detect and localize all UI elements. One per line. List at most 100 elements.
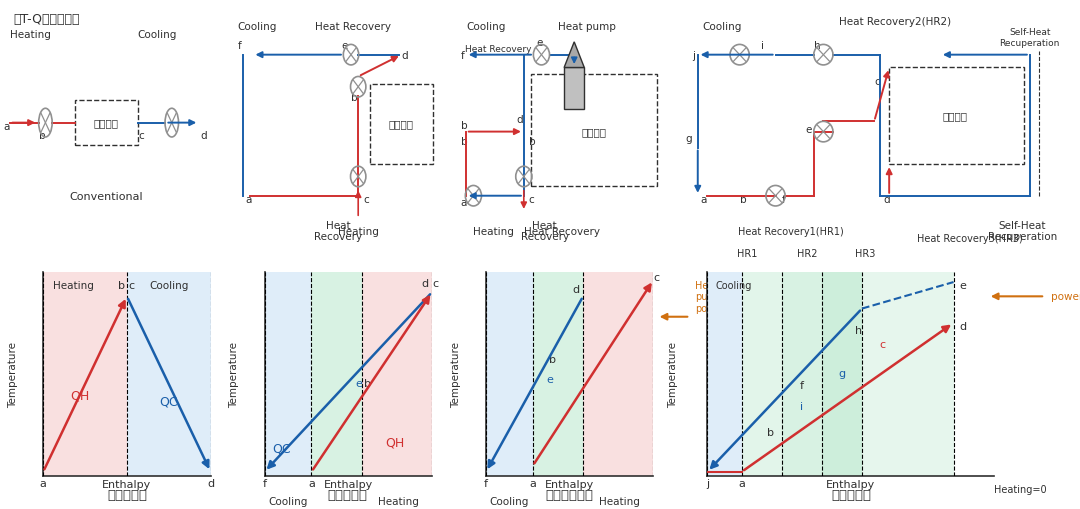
Text: 熱回収あり: 熱回収あり bbox=[327, 488, 368, 501]
Text: Heating: Heating bbox=[473, 227, 514, 237]
Text: d: d bbox=[572, 285, 580, 295]
Text: Cooling: Cooling bbox=[137, 31, 177, 40]
Text: HR3: HR3 bbox=[854, 248, 875, 258]
Text: b: b bbox=[461, 121, 468, 131]
Text: c: c bbox=[874, 76, 880, 87]
Text: g: g bbox=[686, 134, 692, 144]
Text: HR1: HR1 bbox=[738, 248, 758, 258]
Text: f: f bbox=[484, 478, 488, 488]
Text: a: a bbox=[3, 122, 10, 132]
Text: e: e bbox=[341, 41, 348, 51]
Text: QH: QH bbox=[70, 388, 90, 402]
Bar bbox=[889, 68, 1024, 164]
Text: h: h bbox=[855, 325, 862, 335]
Text: Heat Recovery3(HR3): Heat Recovery3(HR3) bbox=[917, 233, 1023, 243]
Text: b: b bbox=[461, 137, 468, 147]
Text: a: a bbox=[40, 478, 46, 488]
Text: Heat Recovery: Heat Recovery bbox=[524, 227, 599, 237]
Text: b: b bbox=[550, 354, 556, 364]
Text: d: d bbox=[207, 478, 214, 488]
Bar bbox=[532, 272, 583, 476]
X-axis label: Enthalpy: Enthalpy bbox=[545, 478, 594, 489]
Text: power: power bbox=[1051, 292, 1080, 302]
Bar bbox=[531, 75, 658, 187]
Text: Cooling: Cooling bbox=[149, 280, 188, 291]
Text: Cooling: Cooling bbox=[238, 22, 278, 32]
Text: a: a bbox=[529, 478, 537, 488]
Text: c: c bbox=[529, 195, 535, 205]
Bar bbox=[311, 272, 362, 476]
Text: Heat Recovery: Heat Recovery bbox=[315, 22, 391, 32]
Text: Heat Recovery: Heat Recovery bbox=[465, 45, 531, 54]
Text: b: b bbox=[364, 378, 372, 388]
X-axis label: Enthalpy: Enthalpy bbox=[324, 478, 373, 489]
Text: b: b bbox=[351, 92, 357, 102]
Bar bbox=[265, 272, 311, 476]
Bar bbox=[75, 101, 138, 146]
Text: c: c bbox=[432, 278, 438, 289]
Text: Cooling: Cooling bbox=[467, 22, 505, 32]
Text: a: a bbox=[739, 478, 745, 488]
Text: d: d bbox=[402, 51, 408, 61]
Bar bbox=[782, 272, 822, 476]
Text: プロセス: プロセス bbox=[94, 119, 119, 128]
Text: f: f bbox=[262, 478, 267, 488]
Text: Heat
Recovery: Heat Recovery bbox=[521, 220, 569, 242]
Text: d: d bbox=[883, 195, 890, 205]
Text: i: i bbox=[800, 401, 804, 411]
Bar bbox=[127, 272, 211, 476]
Bar bbox=[486, 272, 532, 476]
Text: Self-Heat
Recuperation: Self-Heat Recuperation bbox=[1000, 28, 1059, 48]
Text: g: g bbox=[838, 368, 846, 378]
Bar bbox=[742, 272, 782, 476]
Text: ヒートポンプ: ヒートポンプ bbox=[545, 488, 593, 501]
Text: b: b bbox=[767, 427, 774, 437]
Text: f: f bbox=[461, 51, 464, 61]
Bar bbox=[583, 272, 653, 476]
Bar bbox=[370, 84, 433, 164]
Text: c: c bbox=[129, 280, 135, 291]
Text: a: a bbox=[245, 195, 252, 205]
Text: j: j bbox=[706, 478, 708, 488]
Text: i: i bbox=[760, 41, 764, 51]
Text: e: e bbox=[537, 38, 543, 48]
Text: QC: QC bbox=[160, 394, 178, 408]
Text: プロセス: プロセス bbox=[389, 119, 414, 129]
Text: QC: QC bbox=[272, 441, 291, 455]
Text: 自己熱再生: 自己熱再生 bbox=[831, 488, 872, 501]
Text: Self-Heat
Recuperation: Self-Heat Recuperation bbox=[987, 220, 1057, 242]
Text: b: b bbox=[740, 195, 746, 205]
Text: h: h bbox=[814, 41, 821, 51]
Polygon shape bbox=[564, 68, 584, 110]
Text: Heating: Heating bbox=[599, 496, 640, 506]
Text: Heating: Heating bbox=[10, 31, 51, 40]
Text: c: c bbox=[653, 272, 660, 282]
Text: a: a bbox=[461, 198, 468, 208]
Text: d: d bbox=[516, 115, 523, 125]
Text: Heat Recovery1(HR1): Heat Recovery1(HR1) bbox=[738, 227, 843, 237]
Text: Conventional: Conventional bbox=[70, 191, 144, 202]
Text: c: c bbox=[363, 195, 368, 205]
Text: b: b bbox=[529, 137, 536, 147]
Polygon shape bbox=[564, 43, 584, 68]
Text: e: e bbox=[806, 124, 812, 134]
Bar bbox=[362, 272, 432, 476]
Text: ・T-Q線図の事例: ・T-Q線図の事例 bbox=[13, 13, 80, 25]
Text: j: j bbox=[692, 51, 694, 61]
Text: f: f bbox=[782, 195, 785, 205]
Text: Temperature: Temperature bbox=[229, 341, 240, 407]
Text: e: e bbox=[959, 280, 967, 291]
X-axis label: Enthalpy: Enthalpy bbox=[826, 478, 875, 489]
Text: Heating=0: Heating=0 bbox=[994, 484, 1047, 494]
Text: a: a bbox=[308, 478, 315, 488]
Text: d: d bbox=[421, 278, 429, 289]
Text: c: c bbox=[879, 340, 886, 350]
Text: プロセス: プロセス bbox=[582, 127, 607, 137]
Text: e: e bbox=[355, 378, 363, 388]
Text: Temperature: Temperature bbox=[8, 341, 18, 407]
Text: d: d bbox=[959, 321, 967, 331]
Text: Heating: Heating bbox=[378, 496, 419, 506]
Text: HR2: HR2 bbox=[797, 248, 818, 258]
Text: Temperature: Temperature bbox=[669, 341, 678, 407]
Text: Heat Recovery2(HR2): Heat Recovery2(HR2) bbox=[839, 17, 951, 27]
